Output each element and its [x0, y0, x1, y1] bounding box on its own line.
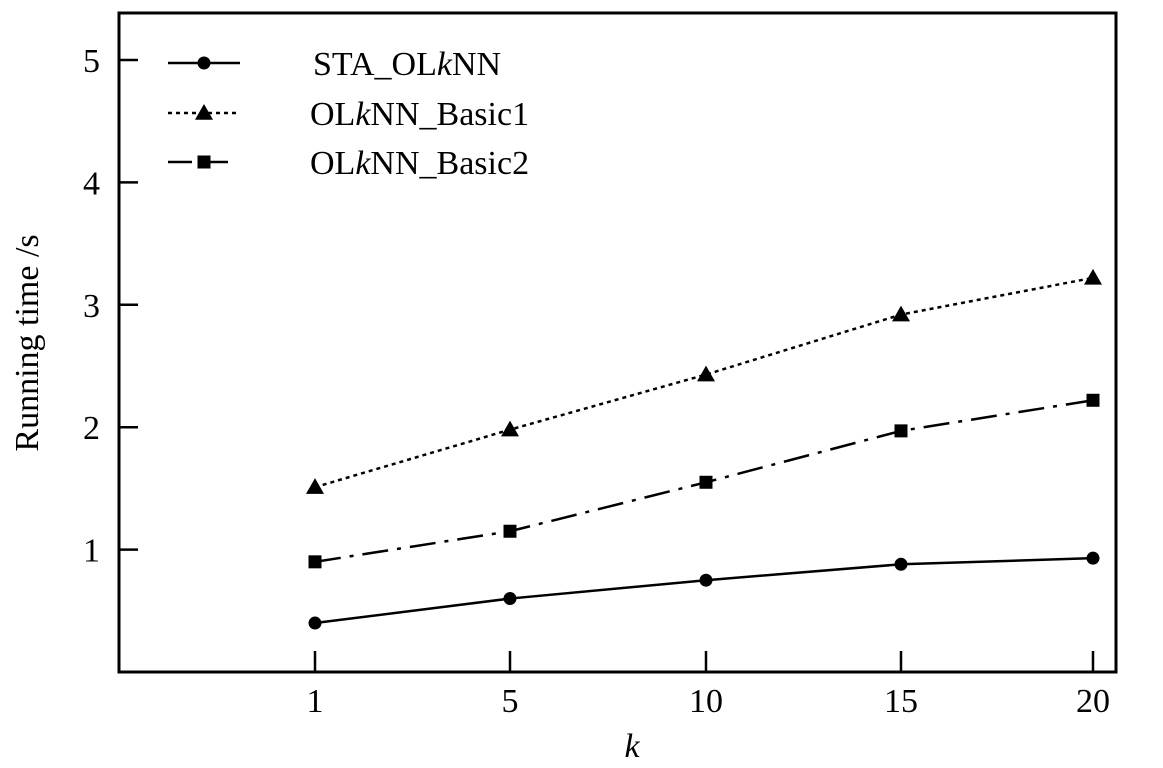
legend-label-part: NN_Basic1	[370, 96, 529, 133]
x-tick-label: 10	[689, 683, 723, 720]
y-axis-title: Running time /s	[9, 234, 46, 451]
legend-label-part: STA_OL	[313, 46, 437, 83]
legend-label-part: NN	[452, 46, 501, 83]
data-point	[503, 524, 517, 538]
x-tick-label: 15	[884, 683, 918, 720]
data-point	[892, 305, 910, 322]
series-2	[306, 268, 1102, 494]
x-axis-ticks: 1 5 10 15 20	[307, 651, 1110, 720]
legend-marker	[195, 104, 213, 120]
y-tick-label: 3	[83, 288, 100, 325]
x-tick-label: 5	[502, 683, 519, 720]
legend-label-part: OL	[310, 145, 355, 182]
data-point	[699, 573, 713, 587]
data-point	[306, 478, 324, 494]
x-tick-label: 20	[1076, 683, 1110, 720]
series-line	[314, 556, 1094, 625]
data-point	[699, 475, 713, 489]
y-tick-label: 4	[83, 165, 100, 202]
data-point	[1084, 268, 1102, 285]
y-axis-ticks: 1 2 3 4 5	[83, 43, 138, 570]
data-point	[894, 424, 908, 438]
legend-label: STA_OLkNN	[313, 46, 501, 83]
data-point	[894, 557, 908, 571]
plot-frame	[117, 11, 1118, 674]
legend-label-part: k	[355, 145, 371, 182]
x-axis-title: k	[624, 728, 640, 765]
legend-label-part: k	[355, 96, 371, 133]
series-3	[308, 393, 1100, 569]
series-1	[308, 551, 1100, 630]
y-tick-label: 1	[83, 533, 100, 570]
y-tick-label: 5	[83, 43, 100, 80]
legend-label-part: k	[437, 46, 453, 83]
data-point	[501, 420, 519, 437]
legend-label-part: NN_Basic2	[370, 145, 529, 182]
legend-label-part: OL	[310, 96, 355, 133]
legend-marker	[197, 56, 211, 70]
data-point	[503, 592, 517, 606]
data-point	[308, 555, 322, 569]
legend-marker	[197, 155, 211, 169]
data-point	[1086, 551, 1100, 565]
data-point	[308, 616, 322, 630]
series-line	[314, 276, 1094, 489]
legend-label: OLkNN_Basic2	[310, 145, 529, 182]
y-tick-label: 2	[83, 410, 100, 447]
data-point	[1086, 393, 1100, 407]
x-tick-label: 1	[307, 683, 324, 720]
series-layer	[306, 268, 1102, 630]
data-point	[697, 365, 715, 382]
legend-label: OLkNN_Basic1	[310, 96, 529, 133]
